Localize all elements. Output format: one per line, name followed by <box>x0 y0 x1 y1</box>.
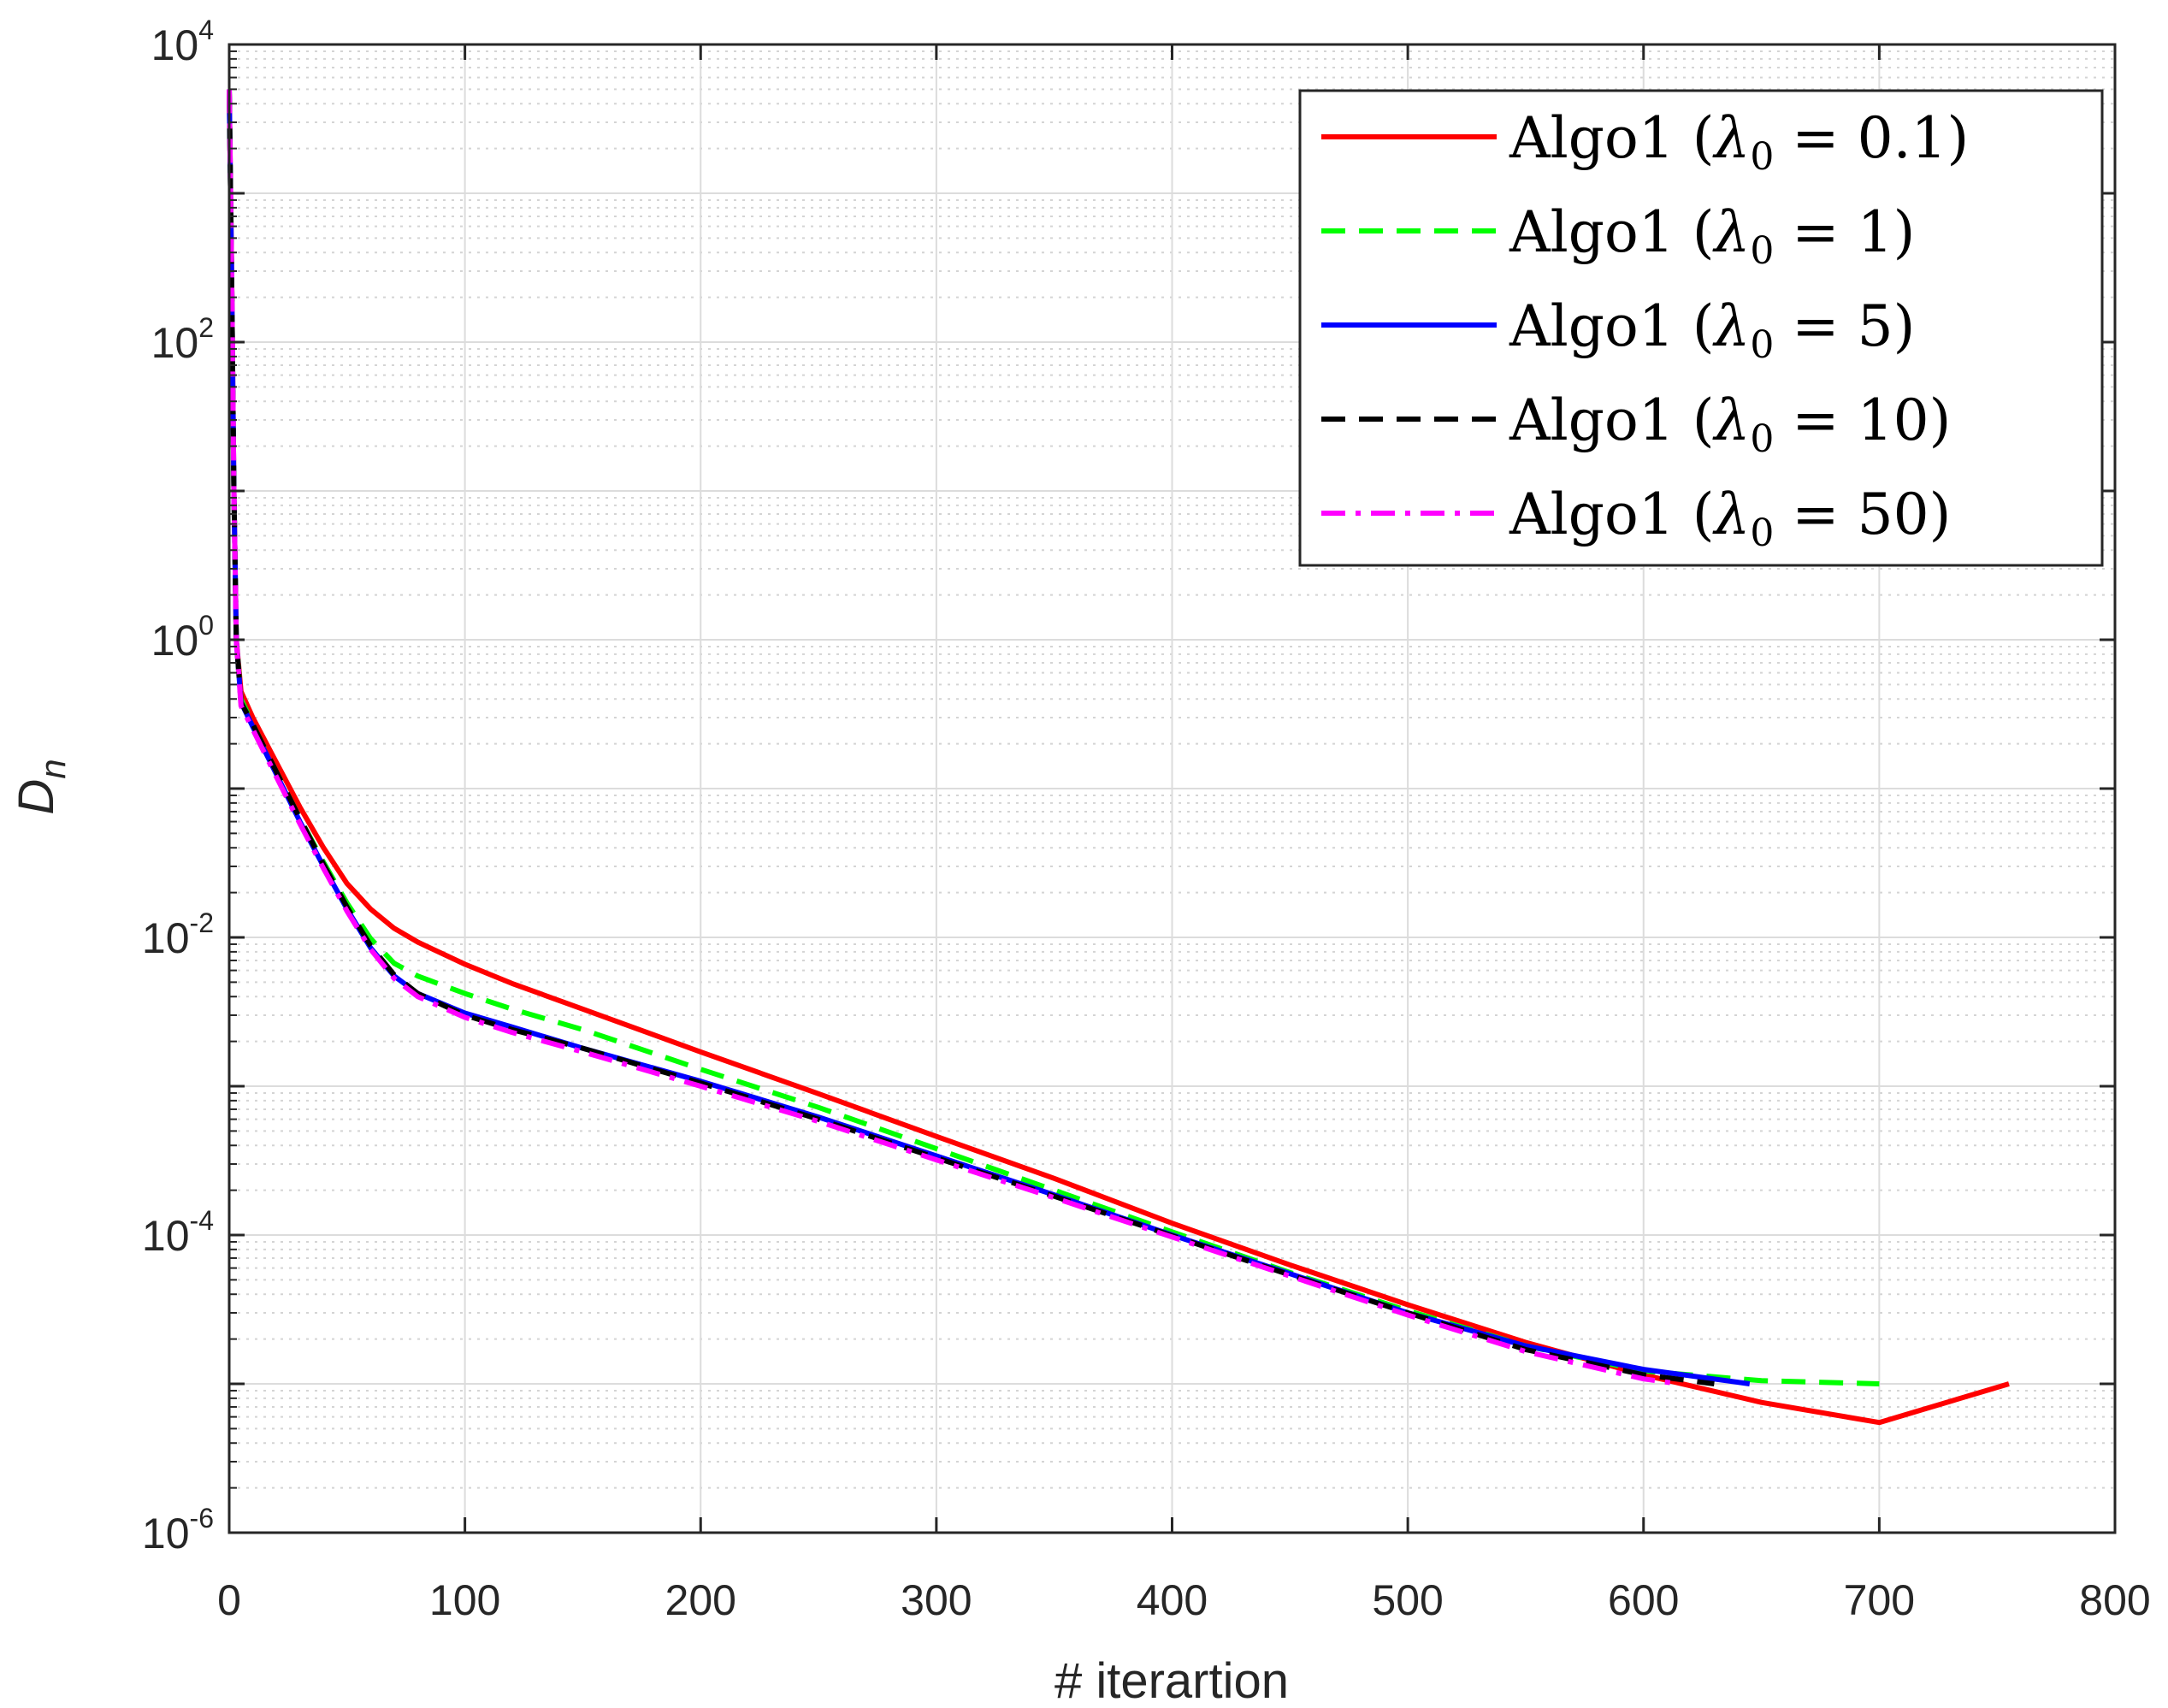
y-tick-label: 102 <box>151 312 214 367</box>
x-tick-label: 100 <box>429 1576 500 1624</box>
legend-box <box>1298 89 2104 567</box>
y-tick-label-base: 10 <box>151 21 199 69</box>
legend-name: Algo1 ( <box>1509 387 1714 453</box>
legend-lambda-value: = 50) <box>1774 482 1951 547</box>
legend-label-1: Algo1 (λ0 = 0.1) <box>1509 105 1969 179</box>
x-tick-label: 200 <box>665 1576 736 1624</box>
y-axis-title-subscript: n <box>32 759 73 778</box>
x-tick-label: 500 <box>1372 1576 1443 1624</box>
y-axis-title: Dn <box>9 759 73 814</box>
legend-lambda-subscript: 0 <box>1750 323 1774 367</box>
y-tick-label-base: 10 <box>151 319 199 367</box>
x-tick-label: 800 <box>2079 1576 2150 1624</box>
legend-name: Algo1 ( <box>1509 199 1714 265</box>
x-tick-labels: 0 100 200 300 400 500 600 700 800 <box>217 1576 2151 1624</box>
legend: Algo1 (λ0 = 0.1)Algo1 (λ0 = 1)Algo1 (λ0 … <box>1298 89 2104 567</box>
legend-lambda-value: = 10) <box>1774 387 1951 453</box>
legend-name: Algo1 ( <box>1509 105 1714 171</box>
series-line-5 <box>227 89 1680 1386</box>
legend-lambda-subscript: 0 <box>1750 135 1774 179</box>
legend-label-4: Algo1 (λ0 = 10) <box>1509 387 1951 461</box>
legend-label-3: Algo1 (λ0 = 5) <box>1509 293 1915 367</box>
legend-entries: Algo1 (λ0 = 0.1)Algo1 (λ0 = 1)Algo1 (λ0 … <box>1321 105 1969 555</box>
y-tick-label: 10-4 <box>142 1205 214 1260</box>
svg-text:Dn: Dn <box>9 759 73 814</box>
y-tick-label-exponent: -4 <box>190 1205 214 1236</box>
legend-lambda-value: = 0.1) <box>1774 105 1969 171</box>
x-tick-label: 400 <box>1137 1576 1208 1624</box>
tick-marks <box>227 43 2117 1534</box>
y-tick-label-base: 10 <box>142 914 190 962</box>
x-tick-label: 700 <box>1844 1576 1915 1624</box>
legend-lambda: λ <box>1711 105 1750 171</box>
legend-label-5: Algo1 (λ0 = 50) <box>1509 482 1951 555</box>
legend-name: Algo1 ( <box>1509 482 1714 547</box>
x-axis-title: # iterartion <box>1054 1653 1289 1708</box>
x-tick-label: 300 <box>901 1576 972 1624</box>
legend-lambda-subscript: 0 <box>1750 417 1774 461</box>
legend-lambda-value: = 1) <box>1774 199 1915 265</box>
legend-lambda: λ <box>1711 482 1750 547</box>
y-tick-label: 100 <box>151 610 214 665</box>
y-tick-label: 10-2 <box>142 907 214 962</box>
y-tick-label: 10-6 <box>142 1503 214 1557</box>
y-tick-label-exponent: 4 <box>198 15 214 45</box>
legend-lambda: λ <box>1711 199 1750 265</box>
y-tick-label-base: 10 <box>142 1212 190 1260</box>
y-tick-label-exponent: -6 <box>190 1503 214 1534</box>
legend-lambda-value: = 5) <box>1774 293 1915 359</box>
y-tick-label: 104 <box>151 15 214 69</box>
series-line-1 <box>227 89 2010 1426</box>
y-tick-label-exponent: -2 <box>190 907 214 938</box>
x-tick-label: 600 <box>1608 1576 1679 1624</box>
y-tick-label-base: 10 <box>142 1510 190 1557</box>
legend-name: Algo1 ( <box>1509 293 1714 359</box>
legend-lambda: λ <box>1711 387 1750 453</box>
legend-label-2: Algo1 (λ0 = 1) <box>1509 199 1915 273</box>
legend-lambda: λ <box>1711 293 1750 359</box>
series-layer <box>227 89 2010 1426</box>
legend-lambda-subscript: 0 <box>1750 229 1774 273</box>
y-axis-title-main: D <box>9 779 64 815</box>
legend-lambda-subscript: 0 <box>1750 511 1774 555</box>
y-tick-label-base: 10 <box>151 617 199 665</box>
y-tick-label-exponent: 2 <box>198 312 214 343</box>
x-tick-label: 0 <box>217 1576 241 1624</box>
y-tick-label-exponent: 0 <box>198 610 214 641</box>
